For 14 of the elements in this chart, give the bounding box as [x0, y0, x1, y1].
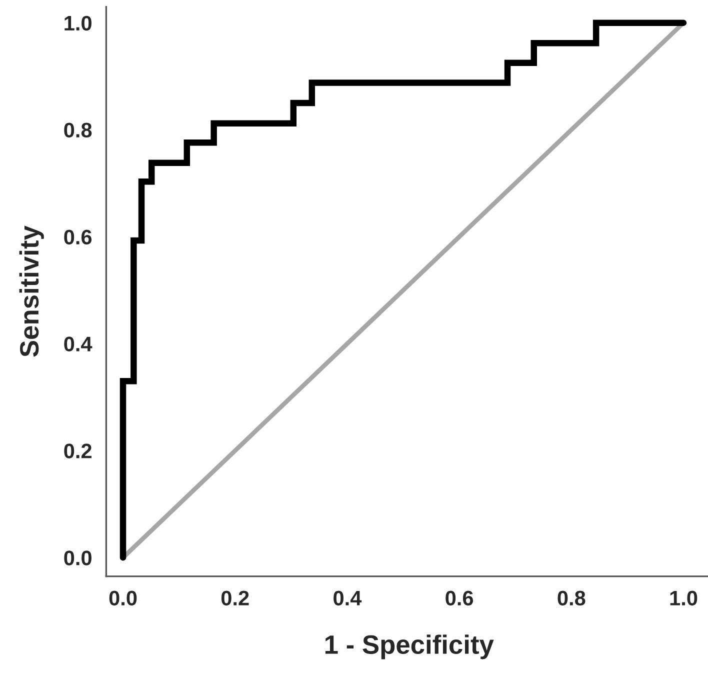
x-tick-label: 0.2	[221, 590, 249, 606]
x-tick-label: 0.0	[109, 590, 137, 606]
x-tick-label: 0.6	[446, 590, 474, 606]
x-axis-title: 1 - Specificity	[325, 634, 494, 660]
y-tick-label: 1.0	[64, 16, 92, 31]
x-tick-label: 0.8	[558, 590, 586, 606]
y-tick-label: 0.4	[64, 336, 92, 352]
y-tick-label: 0.8	[64, 122, 92, 138]
y-tick-label: 0.0	[64, 550, 92, 566]
x-tick-label: 1.0	[670, 590, 698, 606]
y-tick-label: 0.6	[64, 230, 92, 244]
y-axis-title: Sensitivity	[19, 226, 44, 357]
y-tick-label: 0.2	[64, 444, 92, 458]
x-tick-label: 0.4	[334, 590, 362, 606]
